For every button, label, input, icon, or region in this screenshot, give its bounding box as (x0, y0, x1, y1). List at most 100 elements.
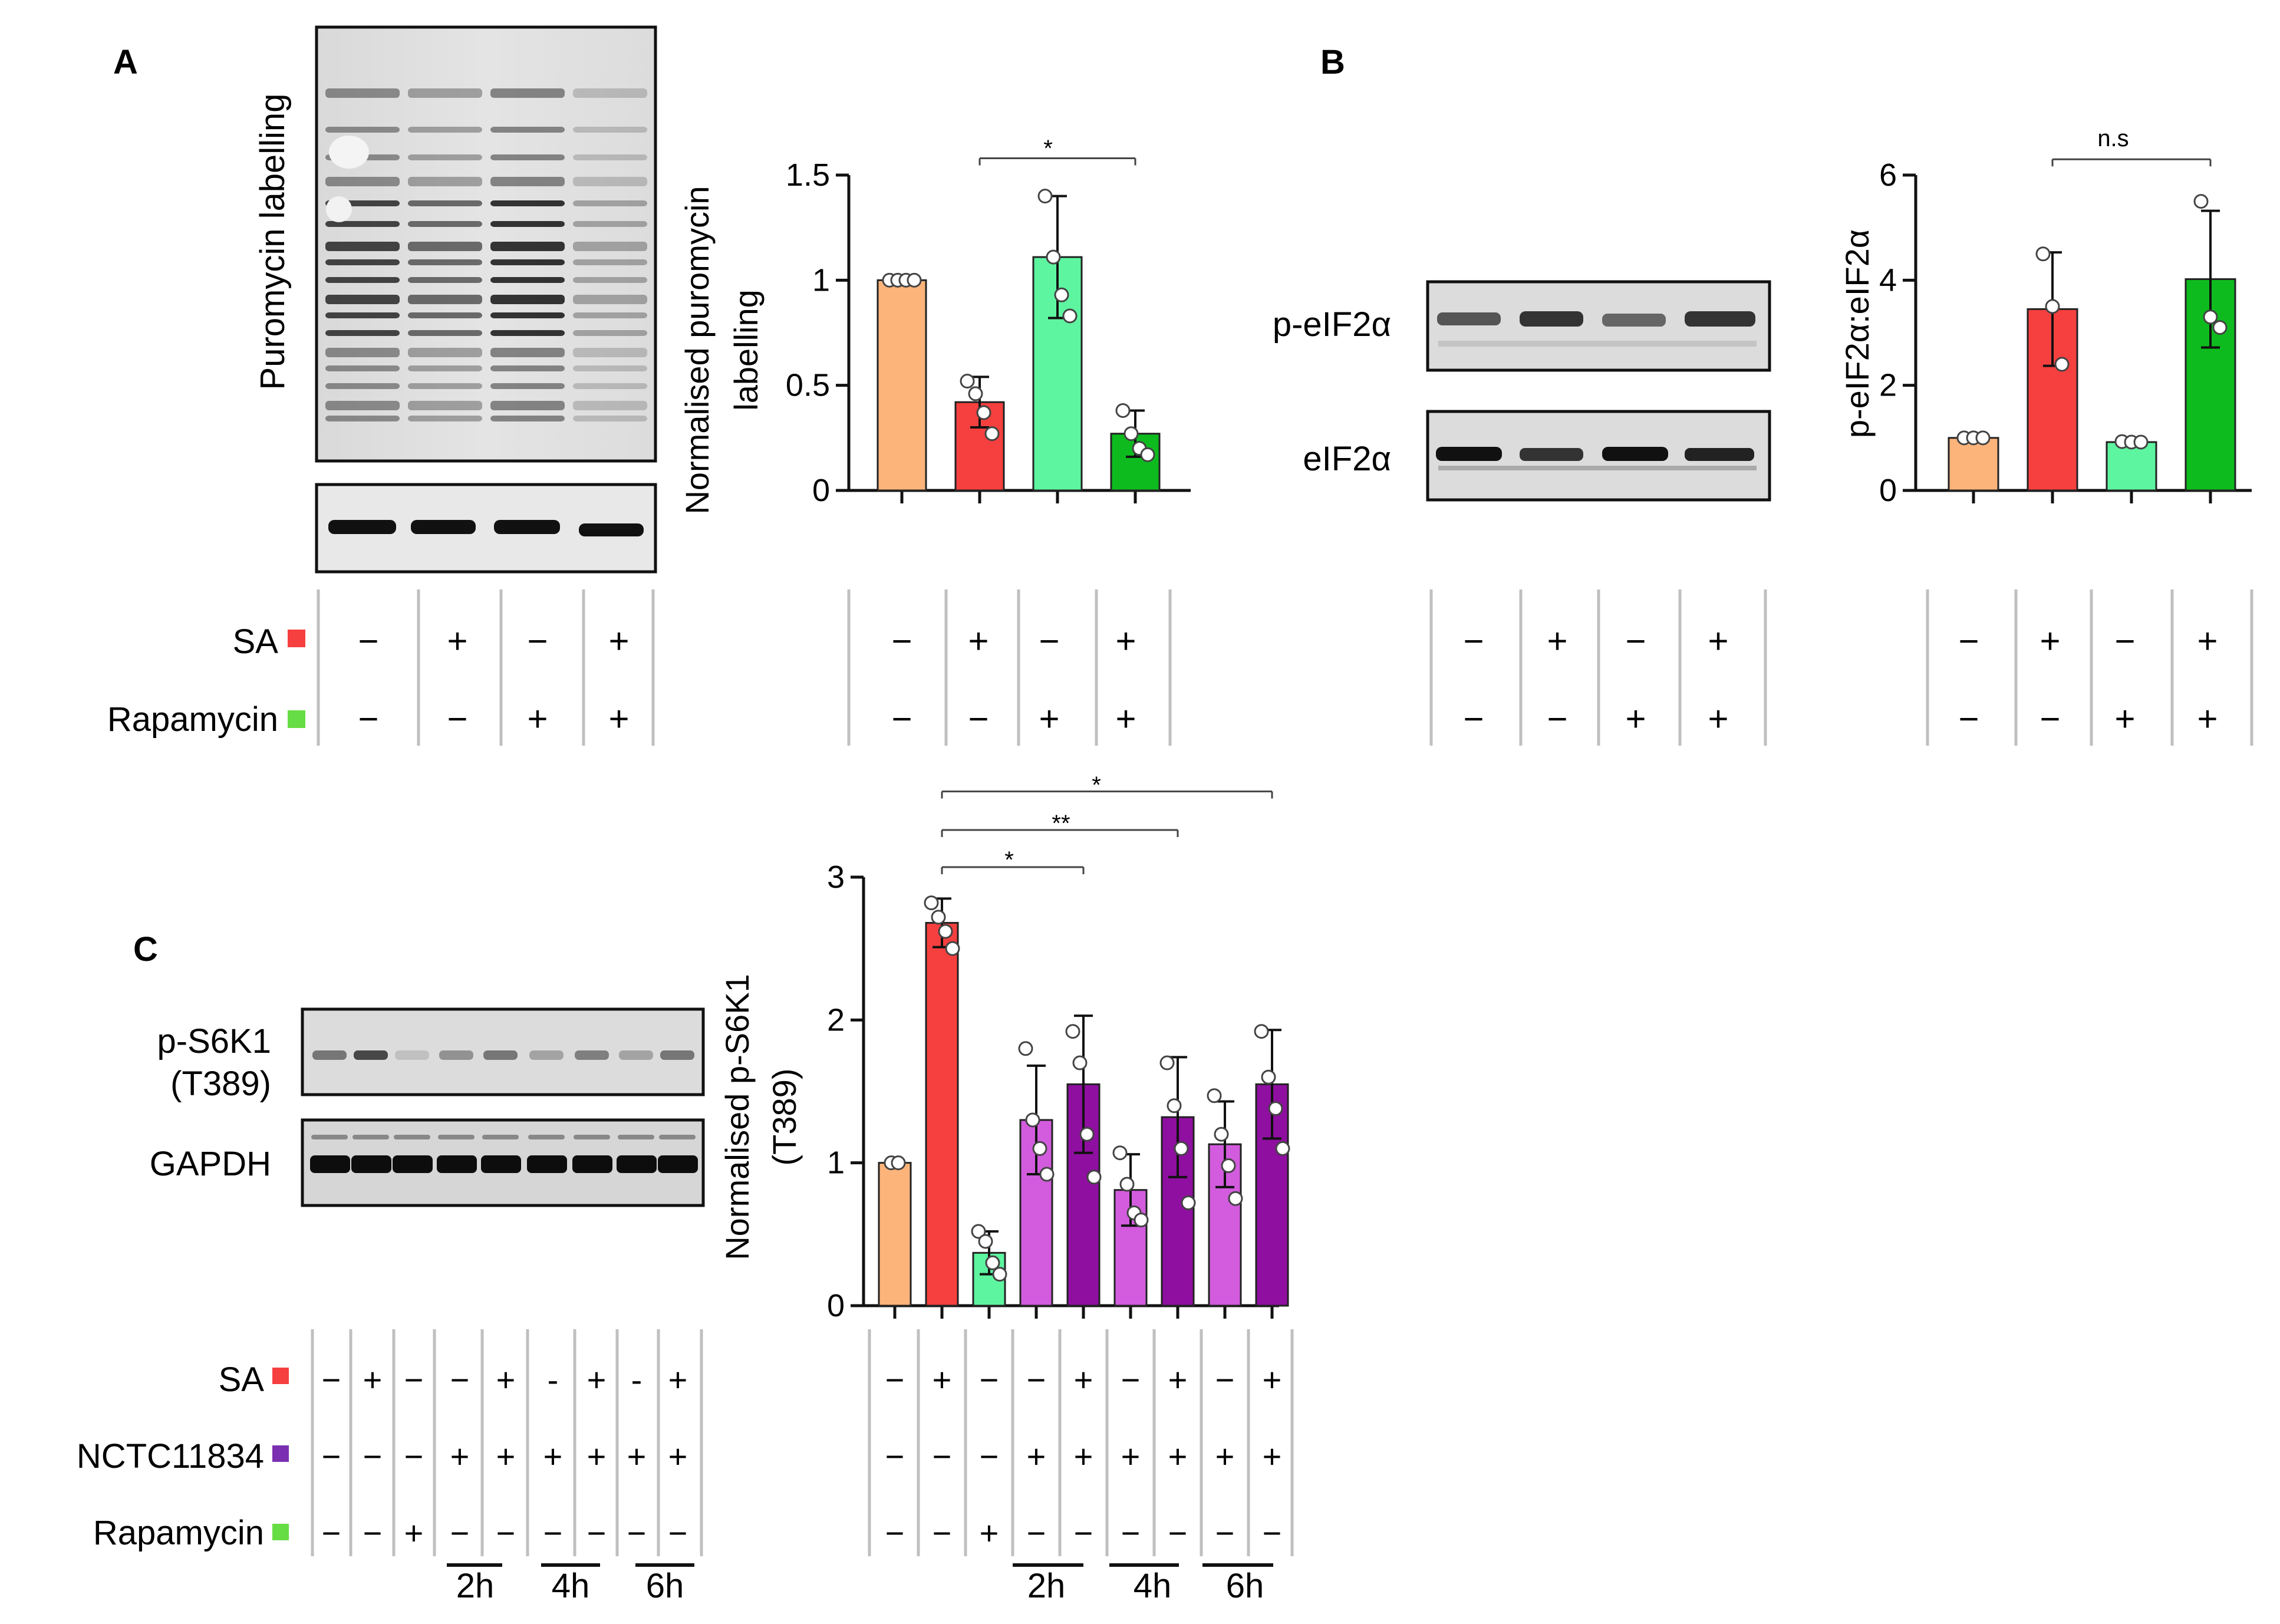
protein-band (325, 221, 400, 227)
protein-band (490, 200, 565, 206)
data-point (1112, 1145, 1128, 1161)
t389-label: (T389) (170, 1065, 271, 1103)
protein-band (325, 88, 400, 98)
data-point (1275, 1141, 1290, 1156)
data-point (931, 910, 946, 925)
data-point (938, 924, 953, 939)
protein-band (573, 312, 647, 318)
condition-sign: + (1121, 1438, 1141, 1475)
condition-sign: + (968, 621, 989, 661)
data-point (1975, 430, 1991, 446)
condition-sign: − (1547, 699, 1567, 739)
condition-sign: − (627, 1514, 647, 1551)
protein-band (490, 348, 565, 357)
y-tick-label: 3 (827, 859, 845, 895)
protein-band (325, 295, 400, 304)
protein-band (490, 416, 565, 421)
gapdh-faint-band (482, 1135, 519, 1139)
bar (878, 1162, 912, 1307)
condition-sign: + (1263, 1438, 1282, 1475)
condition-sign: + (1168, 1361, 1188, 1398)
sa-marker-icon (288, 630, 305, 647)
condition-sign: − (322, 1514, 341, 1551)
data-point (2203, 309, 2218, 325)
data-point (1046, 249, 1061, 265)
protein-band (573, 401, 647, 410)
condition-sign: − (496, 1514, 516, 1551)
y-tick-label: 2 (1879, 368, 1897, 403)
sa-row-label-a: SA (233, 622, 279, 661)
s6k-band (395, 1050, 429, 1060)
condition-sign: + (496, 1438, 516, 1475)
chart-a: Normalised puromycin labelling 00.511.5 … (678, 136, 1191, 515)
data-point (1072, 1055, 1088, 1070)
condition-sign: − (2114, 621, 2135, 661)
gapdh-band (481, 1155, 521, 1173)
condition-sign: − (358, 621, 378, 661)
p-s6k1-blot (301, 1007, 705, 1096)
protein-band (408, 295, 482, 304)
protein-band (408, 383, 482, 389)
y-tick-label: 2 (827, 1002, 845, 1037)
p-eif2a-label: p-eIF2α (1273, 305, 1391, 344)
time-label-4h-chart: 4h (1134, 1567, 1172, 1605)
protein-band (325, 401, 400, 410)
time-label-2h-chart: 2h (1027, 1567, 1066, 1605)
condition-sign: + (450, 1438, 470, 1475)
protein-band (408, 127, 482, 133)
gapdh-band (617, 1155, 657, 1173)
condition-sign: − (891, 621, 912, 661)
protein-band (573, 348, 647, 357)
condition-table-a: − + − + − − + + (317, 589, 655, 746)
protein-band (325, 177, 400, 186)
gapdh-faint-band (528, 1135, 565, 1139)
data-point (1115, 403, 1131, 418)
condition-sign: − (1263, 1514, 1282, 1551)
rapamycin-marker-icon-c (272, 1524, 289, 1540)
gapdh-band (310, 1155, 350, 1173)
protein-band (573, 242, 647, 251)
data-point (1268, 1101, 1283, 1116)
condition-sign: − (404, 1361, 424, 1398)
data-point (907, 272, 922, 288)
data-point (2193, 194, 2209, 209)
protein-band (408, 348, 482, 357)
condition-sign: + (608, 699, 629, 739)
eif2a-label: eIF2α (1303, 440, 1391, 478)
gapdh-band (572, 1155, 612, 1173)
protein-band (325, 312, 400, 318)
data-point (1025, 1112, 1040, 1128)
protein-band (490, 242, 565, 251)
condition-sign: + (1708, 621, 1728, 661)
data-point (1207, 1088, 1222, 1103)
gapdh-band (437, 1155, 477, 1173)
protein-band (490, 277, 565, 283)
time-label-2h-blot: 2h (456, 1567, 495, 1605)
data-point (1261, 1069, 1276, 1085)
s6k-band (312, 1050, 347, 1060)
panel-a-letter: A (113, 43, 138, 81)
protein-band (325, 365, 400, 371)
chart-b-significance: n.s (2097, 126, 2129, 151)
data-point (1134, 1213, 1149, 1228)
chart-a-ylabel-line2: labelling (727, 289, 765, 411)
protein-band (325, 259, 400, 265)
bar (925, 922, 959, 1307)
protein-band (325, 127, 400, 133)
protein-band (408, 88, 482, 98)
y-tick-label: 0.5 (786, 368, 830, 403)
condition-sign: − (1168, 1514, 1188, 1551)
sa-row-label-c: SA (219, 1361, 265, 1399)
data-point (1032, 1141, 1047, 1156)
condition-sign: + (587, 1361, 607, 1398)
chart-c-significance-3: * (1092, 772, 1101, 798)
data-point (1174, 1141, 1189, 1156)
gapdh-blot (301, 1118, 705, 1207)
protein-band (573, 200, 647, 206)
protein-band (408, 312, 482, 318)
gapdh-faint-band (574, 1135, 610, 1139)
data-point (1181, 1195, 1196, 1211)
condition-sign: − (1215, 1361, 1235, 1398)
condition-sign: − (933, 1438, 952, 1475)
